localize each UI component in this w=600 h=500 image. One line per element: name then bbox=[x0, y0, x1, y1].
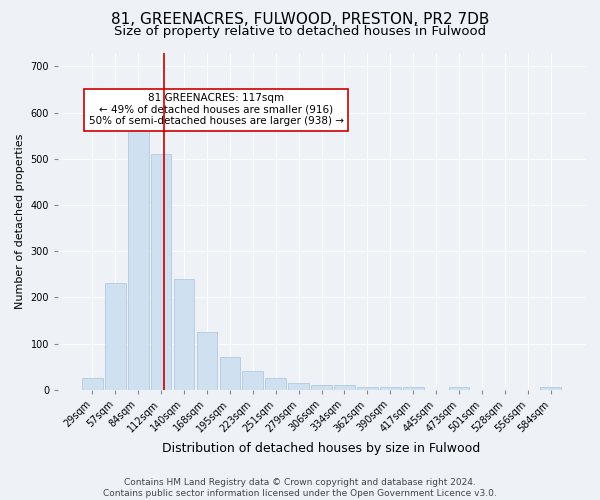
Bar bbox=[242, 371, 263, 390]
Bar bbox=[380, 388, 401, 390]
X-axis label: Distribution of detached houses by size in Fulwood: Distribution of detached houses by size … bbox=[163, 442, 481, 455]
Bar bbox=[311, 385, 332, 390]
Text: Size of property relative to detached houses in Fulwood: Size of property relative to detached ho… bbox=[114, 25, 486, 38]
Bar bbox=[174, 279, 194, 390]
Bar bbox=[220, 358, 240, 390]
Bar bbox=[403, 388, 424, 390]
Text: Contains HM Land Registry data © Crown copyright and database right 2024.
Contai: Contains HM Land Registry data © Crown c… bbox=[103, 478, 497, 498]
Bar bbox=[334, 385, 355, 390]
Bar bbox=[105, 284, 125, 390]
Bar bbox=[265, 378, 286, 390]
Bar bbox=[151, 154, 172, 390]
Text: 81, GREENACRES, FULWOOD, PRESTON, PR2 7DB: 81, GREENACRES, FULWOOD, PRESTON, PR2 7D… bbox=[111, 12, 489, 28]
Bar bbox=[449, 388, 469, 390]
Bar bbox=[541, 388, 561, 390]
Bar bbox=[289, 383, 309, 390]
Y-axis label: Number of detached properties: Number of detached properties bbox=[15, 134, 25, 309]
Bar bbox=[82, 378, 103, 390]
Bar bbox=[197, 332, 217, 390]
Bar bbox=[357, 388, 377, 390]
Text: 81 GREENACRES: 117sqm
← 49% of detached houses are smaller (916)
50% of semi-det: 81 GREENACRES: 117sqm ← 49% of detached … bbox=[89, 93, 344, 126]
Bar bbox=[128, 126, 149, 390]
